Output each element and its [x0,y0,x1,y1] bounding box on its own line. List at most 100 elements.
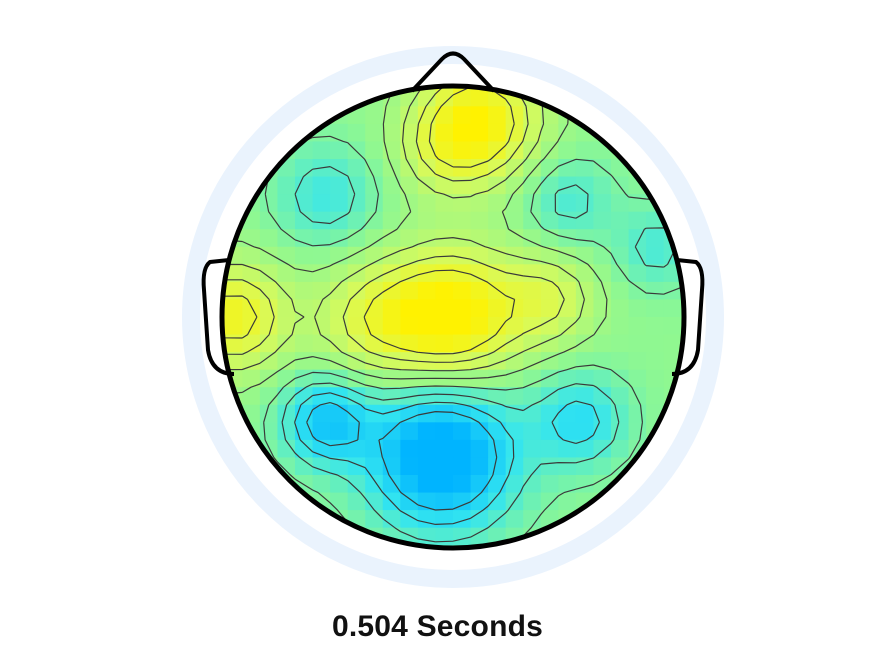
heatmap-cell [558,141,577,160]
heatmap-cell [681,159,684,178]
heatmap-cell [453,475,472,494]
heatmap-cell [382,334,401,353]
heatmap-cell [558,439,577,459]
heatmap-cell [260,563,278,581]
heatmap-cell [505,159,524,178]
heatmap-cell [400,299,419,318]
heatmap-cell [611,334,630,353]
heatmap-cell [558,194,577,213]
heatmap-cell [365,264,384,283]
heatmap-cell [295,211,314,230]
heatmap-cell [488,439,507,459]
heatmap-cell [400,176,419,195]
heatmap-cell [628,229,647,248]
heatmap-cell [505,123,524,143]
heatmap-cell [628,404,647,423]
heatmap-cell [681,106,684,125]
heatmap-cell [382,475,401,494]
heatmap-cell [488,334,507,353]
heatmap-cell [400,229,419,248]
heatmap-cell [347,439,366,459]
heatmap-cell [523,159,542,178]
contour-line [294,392,600,525]
heatmap-cell [505,352,524,371]
heatmap-cell [224,545,243,548]
heatmap-cell [400,510,419,529]
heatmap-cell [400,492,419,511]
heatmap-cell [400,264,419,283]
heatmap-cell [295,229,314,248]
heatmap-cell [190,124,208,142]
heatmap-cell [576,54,594,72]
heatmap-cell [417,229,437,248]
heatmap-cell [558,475,577,494]
heatmap-cell [664,54,682,72]
heatmap-cell [224,106,243,125]
heatmap-cell [347,281,366,301]
heatmap-cell [365,352,384,371]
heatmap-cell [225,54,243,72]
heatmap-cell [593,439,612,459]
heatmap-cell [277,176,296,195]
heatmap-cell [295,545,314,548]
heatmap-cell [663,492,682,511]
heatmap-cell [242,563,260,581]
heatmap-cell [435,527,454,546]
heatmap-cell [681,510,684,529]
heatmap-cell [190,457,208,475]
heatmap-cell [453,492,472,511]
heatmap-cell [365,422,384,441]
heatmap-cell [540,299,559,318]
heatmap-cell [611,299,630,318]
heatmap-cell [663,106,682,125]
heatmap-cell [312,334,331,353]
heatmap-cell [242,510,261,529]
heatmap-cell [593,457,612,476]
heatmap-cell [611,369,630,388]
heatmap-cell [207,563,225,581]
heatmap-cell [382,545,401,548]
heatmap-cell [453,439,472,459]
heatmap-cell [312,457,331,476]
heatmap-cell [224,281,243,301]
heatmap-cell [540,317,559,336]
heatmap-cell [523,246,542,265]
heatmap-cell [575,352,595,371]
heatmap-cell [435,387,454,406]
heatmap-cell [417,527,437,546]
heatmap-cell [523,123,542,143]
heatmap-cell [330,299,349,318]
heatmap-cell [681,545,684,548]
heatmap-cell [277,229,296,248]
heatmap-cell [558,281,577,301]
heatmap-cell [488,404,507,423]
heatmap-cell [277,264,296,283]
heatmap-cell [470,194,489,213]
heatmap-cell [681,141,684,160]
heatmap-cell [540,194,559,213]
heatmap-cell [312,141,331,160]
heatmap-cell [277,211,296,230]
heatmap-cell [453,457,472,476]
heatmap-cell [699,124,717,142]
heatmap-cell [259,264,279,283]
heatmap-cell [242,387,261,406]
heatmap-cell [312,194,331,213]
heatmap-cell [417,211,437,230]
heatmap-cell [681,457,684,476]
heatmap-cell [242,545,261,548]
heatmap-cell [628,264,647,283]
heatmap-cell [417,123,437,143]
heatmap-cell [365,492,384,511]
heatmap-cell [470,106,489,125]
heatmap-cell [365,176,384,195]
heatmap-cell [365,369,384,388]
heatmap-cell [222,123,226,143]
heatmap-cell [505,369,524,388]
heatmap-cell [505,176,524,195]
heatmap-cell [295,299,314,318]
heatmap-cell [470,281,489,301]
contour-line [222,86,565,363]
heatmap-cell [400,404,419,423]
